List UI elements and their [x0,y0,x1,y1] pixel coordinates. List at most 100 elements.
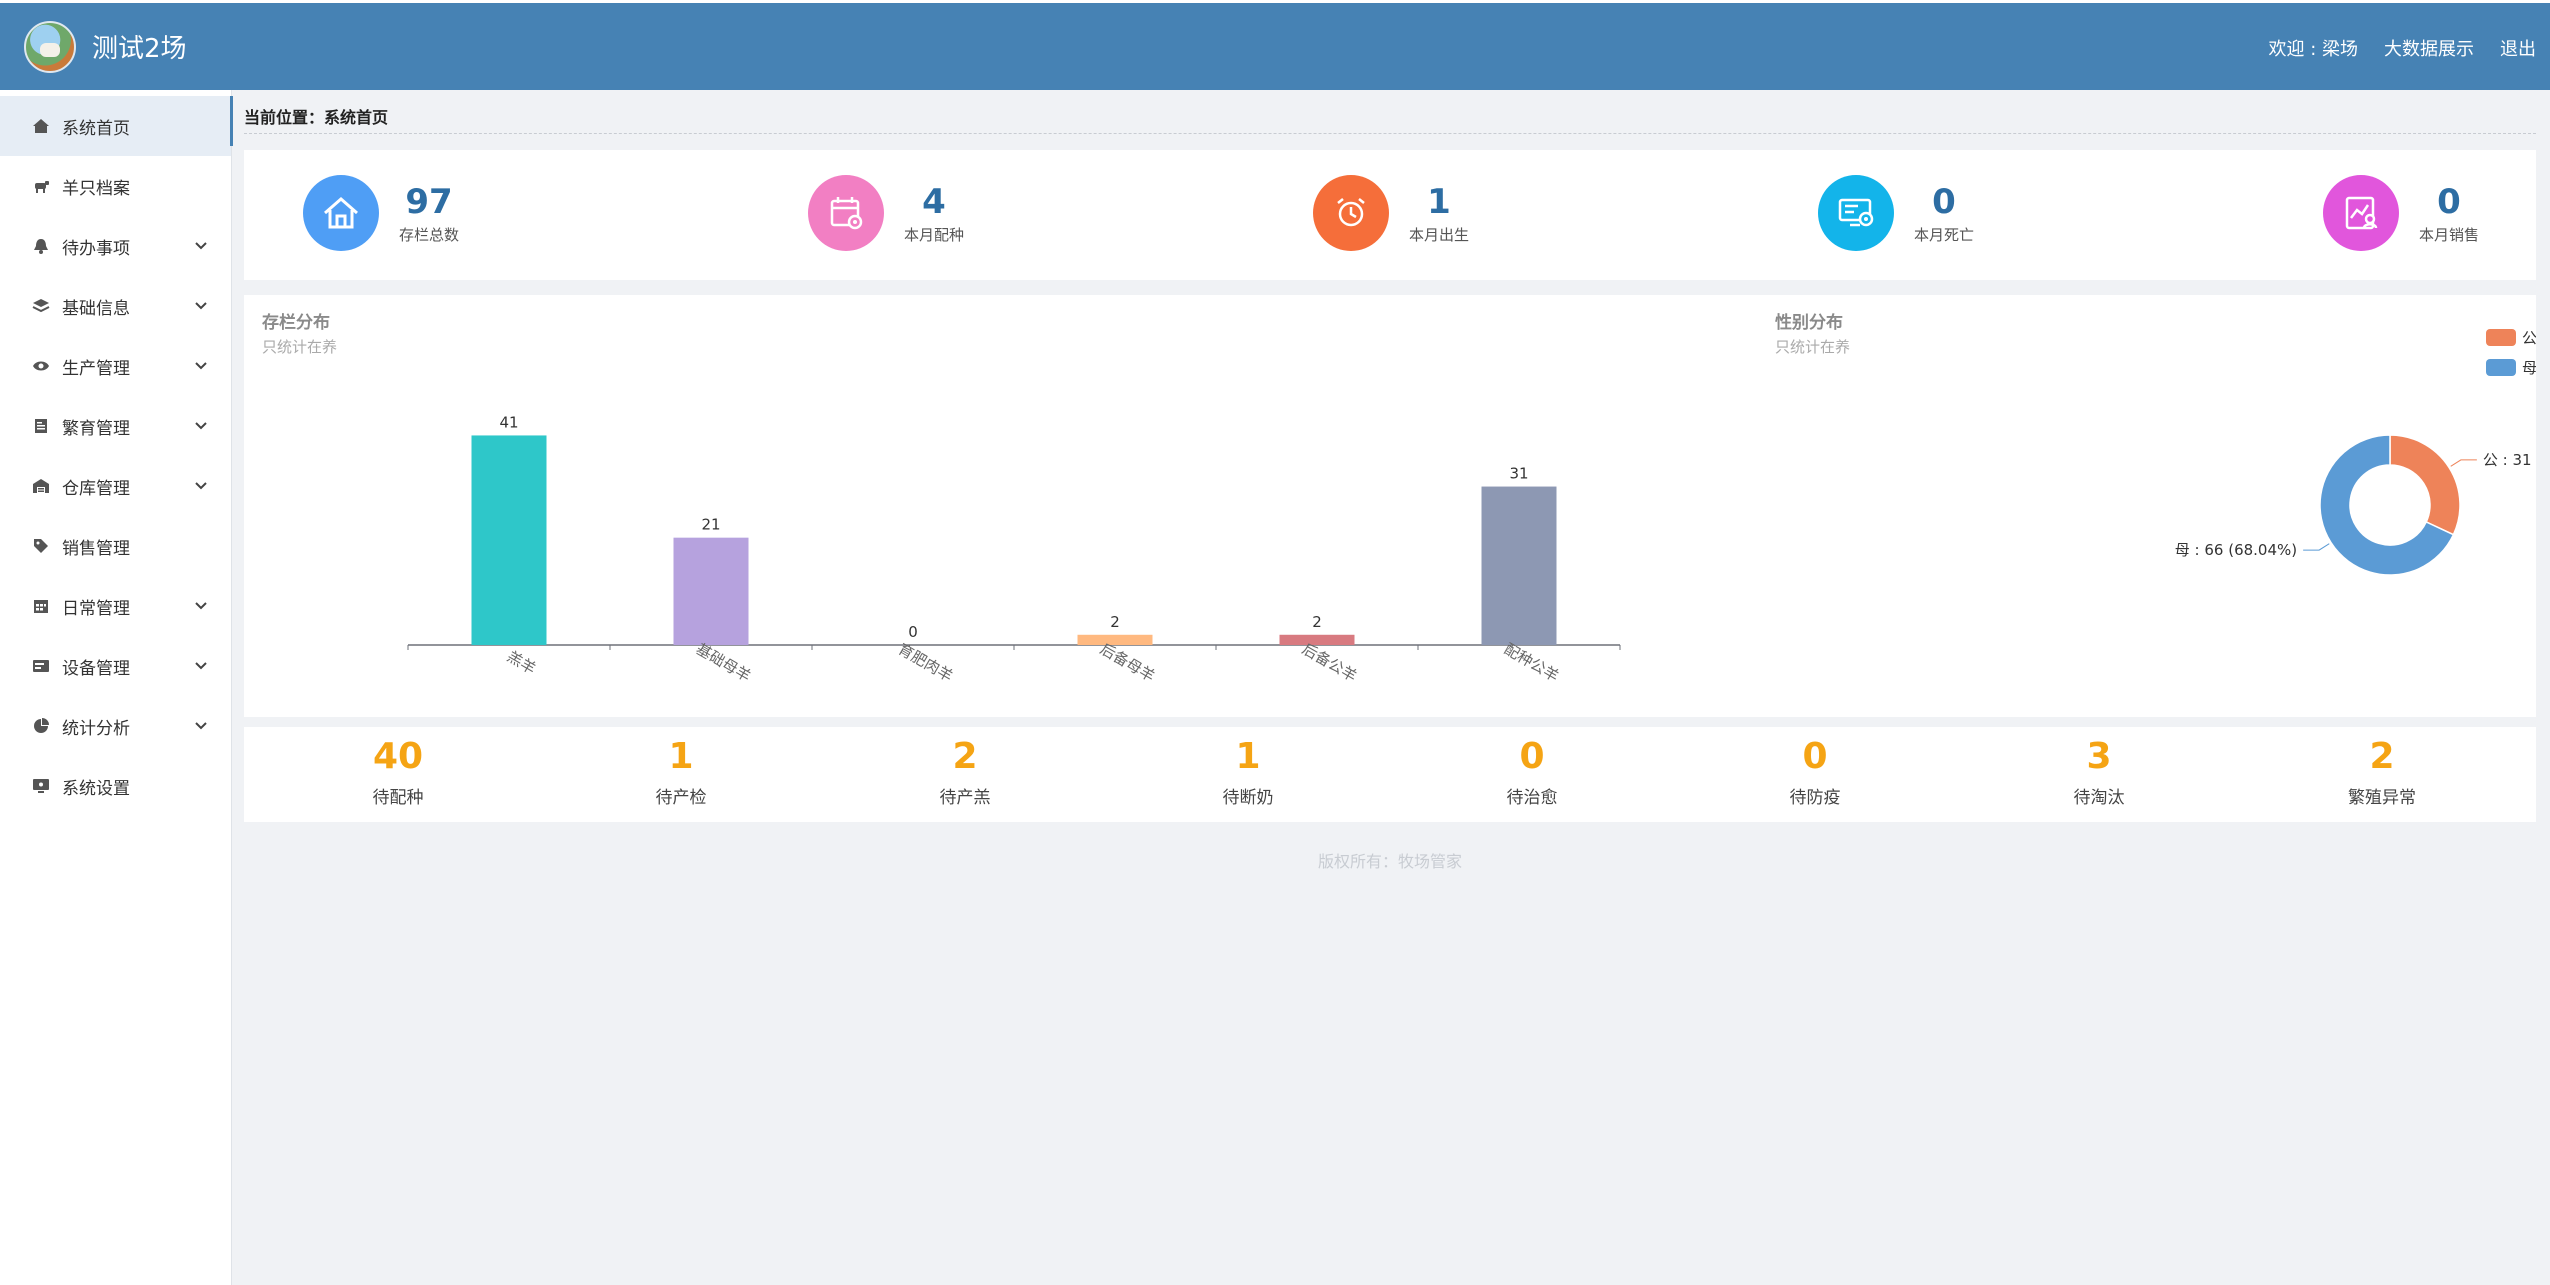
chevron-down-icon [195,302,207,310]
x-tick-label: 基础母羊 [693,640,754,686]
bigdata-link[interactable]: 大数据展示 [2384,39,2474,60]
stat-total-stock[interactable]: 97 存栏总数 [303,175,459,251]
farm-logo [24,20,76,73]
stat-label: 存栏总数 [399,225,460,244]
charts-panel: 存栏分布 只统计在养 41 羔羊 21 基础母羊 0 育肥肉羊 2 后备母羊 2 后备公羊 31 配种… [244,295,2536,717]
sidebar-item-todo[interactable]: 待办事项 [0,216,231,276]
pie-slice-label: 公 : 31 (31.96%) [2483,451,2536,469]
legend-label[interactable]: 母 [2522,359,2536,377]
todo-item-weaning[interactable]: 1 待断奶 [1148,735,1348,808]
todo-item-pregnancy-check[interactable]: 1 待产检 [581,735,781,808]
chevron-down-icon [195,482,207,490]
todo-value: 1 [668,736,694,777]
pie-slice-label: 母 : 66 (68.04%) [2175,541,2297,559]
legend-swatch[interactable] [2486,359,2516,376]
top-header: 测试2场 欢迎 : 梁场 大数据展示 退出 [0,0,2550,90]
bar-value-label: 31 [1509,465,1528,483]
bar[interactable] [1077,634,1153,645]
sidebar-item-settings[interactable]: 系统设置 [0,756,231,816]
todo-item-culling[interactable]: 3 待淘汰 [1999,735,2199,808]
monitor-gear-icon [1818,175,1894,251]
layers-icon [32,297,50,315]
stats-panel: 97 存栏总数 4 本月配种 1 本月出生 0 本月死亡 0 本月销售 [244,150,2536,280]
stat-label: 本月出生 [1409,225,1470,244]
breadcrumb: 当前位置：系统首页 [244,104,2536,134]
x-tick-label: 羔羊 [504,647,539,678]
pie-label-line [2303,543,2330,551]
sidebar-item-breeding[interactable]: 繁育管理 [0,396,231,456]
chevron-down-icon [195,242,207,250]
sidebar-item-label: 系统设置 [62,778,130,799]
bar[interactable] [673,537,749,645]
todo-item-mating[interactable]: 40 待配种 [298,735,498,808]
eye-icon [32,357,50,375]
stat-label: 本月死亡 [1914,225,1975,244]
x-tick-label: 后备公羊 [1299,640,1360,686]
todo-label: 繁殖异常 [2348,788,2416,808]
todo-value: 0 [1519,736,1545,777]
todo-item-vaccination[interactable]: 0 待防疫 [1715,735,1915,808]
todo-label: 待断奶 [1222,788,1274,808]
todo-value: 2 [952,736,978,777]
todo-value: 2 [2369,736,2395,777]
bar[interactable] [1481,486,1557,645]
logout-link[interactable]: 退出 [2500,39,2536,60]
todo-item-lambing[interactable]: 2 待产羔 [865,735,1065,808]
book-icon [32,417,50,435]
bar-chart-subtitle: 只统计在养 [262,338,338,356]
bar-value-label: 41 [499,413,518,431]
todo-item-treatment[interactable]: 0 待治愈 [1432,735,1632,808]
sidebar-item-daily[interactable]: 日常管理 [0,576,231,636]
sidebar-item-sheep-archive[interactable]: 羊只档案 [0,156,231,216]
stat-month-mating[interactable]: 4 本月配种 [808,175,964,251]
bar-value-label: 0 [908,623,918,641]
sidebar-item-equipment[interactable]: 设备管理 [0,636,231,696]
todo-label: 待防疫 [1789,788,1841,808]
sidebar-item-home[interactable]: 系统首页 [0,96,231,156]
sidebar-item-label: 基础信息 [62,298,130,319]
todo-item-breeding-abnormal[interactable]: 2 繁殖异常 [2282,735,2482,808]
stat-value: 1 [1427,181,1451,222]
calendar-icon [32,597,50,615]
sidebar-item-production[interactable]: 生产管理 [0,336,231,396]
home-icon [32,117,50,135]
sidebar: 系统首页 羊只档案 待办事项 基础信息 生产管理 繁育管理 仓库管理 销售管理 … [0,90,232,1285]
chevron-down-icon [195,662,207,670]
sidebar-item-statistics[interactable]: 统计分析 [0,696,231,756]
sidebar-item-warehouse[interactable]: 仓库管理 [0,456,231,516]
legend-label[interactable]: 公 [2522,329,2536,347]
bar-value-label: 2 [1312,613,1322,631]
stat-month-birth[interactable]: 1 本月出生 [1313,175,1469,251]
copyright-footer: 版权所有：牧场管家 [1317,852,1462,871]
bar[interactable] [1279,634,1355,645]
x-tick-label: 育肥肉羊 [895,640,956,686]
pie-slice[interactable] [2389,434,2461,536]
bar[interactable] [471,435,547,645]
stat-month-death[interactable]: 0 本月死亡 [1818,175,1974,251]
bar-value-label: 2 [1110,613,1120,631]
bar-value-label: 21 [701,516,720,534]
gender-pie-chart: 公 : 31 (31.96%) 母 : 66 (68.04%) 公母 [2175,329,2536,576]
chevron-down-icon [195,362,207,370]
stat-value: 0 [1932,181,1956,222]
chevron-down-icon [195,422,207,430]
sidebar-item-label: 日常管理 [62,598,130,619]
report-user-icon [2323,175,2399,251]
todo-value: 3 [2086,736,2112,777]
todo-value: 1 [1235,736,1261,777]
stat-month-sales[interactable]: 0 本月销售 [2323,175,2479,251]
legend-swatch[interactable] [2486,329,2516,346]
pie-label-line [2450,459,2477,467]
sidebar-item-sales[interactable]: 销售管理 [0,516,231,576]
pie-slice[interactable] [2319,434,2455,576]
sidebar-item-label: 销售管理 [62,538,130,559]
header-actions: 欢迎 : 梁场 大数据展示 退出 [2268,3,2536,93]
chevron-down-icon [195,602,207,610]
sidebar-item-basic-info[interactable]: 基础信息 [0,276,231,336]
sidebar-item-label: 繁育管理 [62,418,130,439]
sidebar-active-indicator [230,96,233,146]
bell-icon [32,237,50,255]
monitor-icon [32,777,50,795]
welcome-user-link[interactable]: 欢迎 : 梁场 [2268,39,2358,60]
todo-label: 待产羔 [939,788,991,808]
